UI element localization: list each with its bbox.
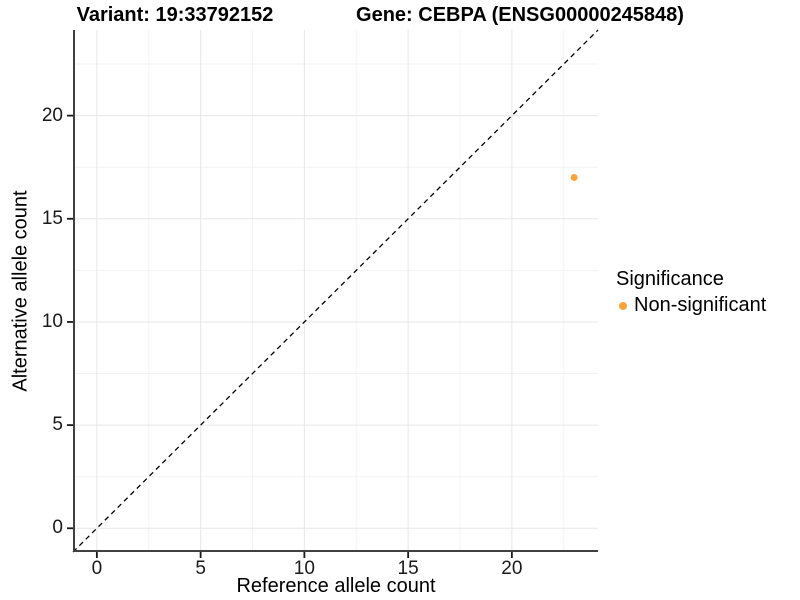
plot-title-variant: Variant: 19:33792152 bbox=[76, 4, 274, 26]
data-point bbox=[570, 174, 578, 182]
plot-title-gene: Gene: CEBPA (ENSG00000245848) bbox=[356, 4, 684, 26]
y-tick-label: 10 bbox=[41, 310, 63, 332]
y-tick-label: 20 bbox=[41, 104, 63, 126]
x-tick-label: 10 bbox=[293, 558, 315, 579]
x-tick-label: 20 bbox=[501, 558, 523, 579]
y-tick-label: 5 bbox=[52, 414, 63, 436]
legend: Significance Non-significant bbox=[616, 268, 766, 317]
y-tick-label: 0 bbox=[52, 517, 63, 539]
plot-panel bbox=[67, 29, 599, 558]
x-tick-label: 0 bbox=[91, 558, 103, 579]
legend-title: Significance bbox=[616, 268, 724, 290]
legend-item: Non-significant bbox=[616, 294, 766, 317]
x-axis-title: Reference allele count bbox=[236, 575, 436, 597]
x-tick-label: 15 bbox=[397, 558, 419, 579]
identity-dashed-line bbox=[72, 29, 599, 553]
legend-point-icon bbox=[619, 301, 627, 310]
x-tick-label: 5 bbox=[195, 558, 206, 579]
y-tick-label: 15 bbox=[41, 207, 63, 229]
legend-item-label: Non-significant bbox=[634, 294, 767, 316]
